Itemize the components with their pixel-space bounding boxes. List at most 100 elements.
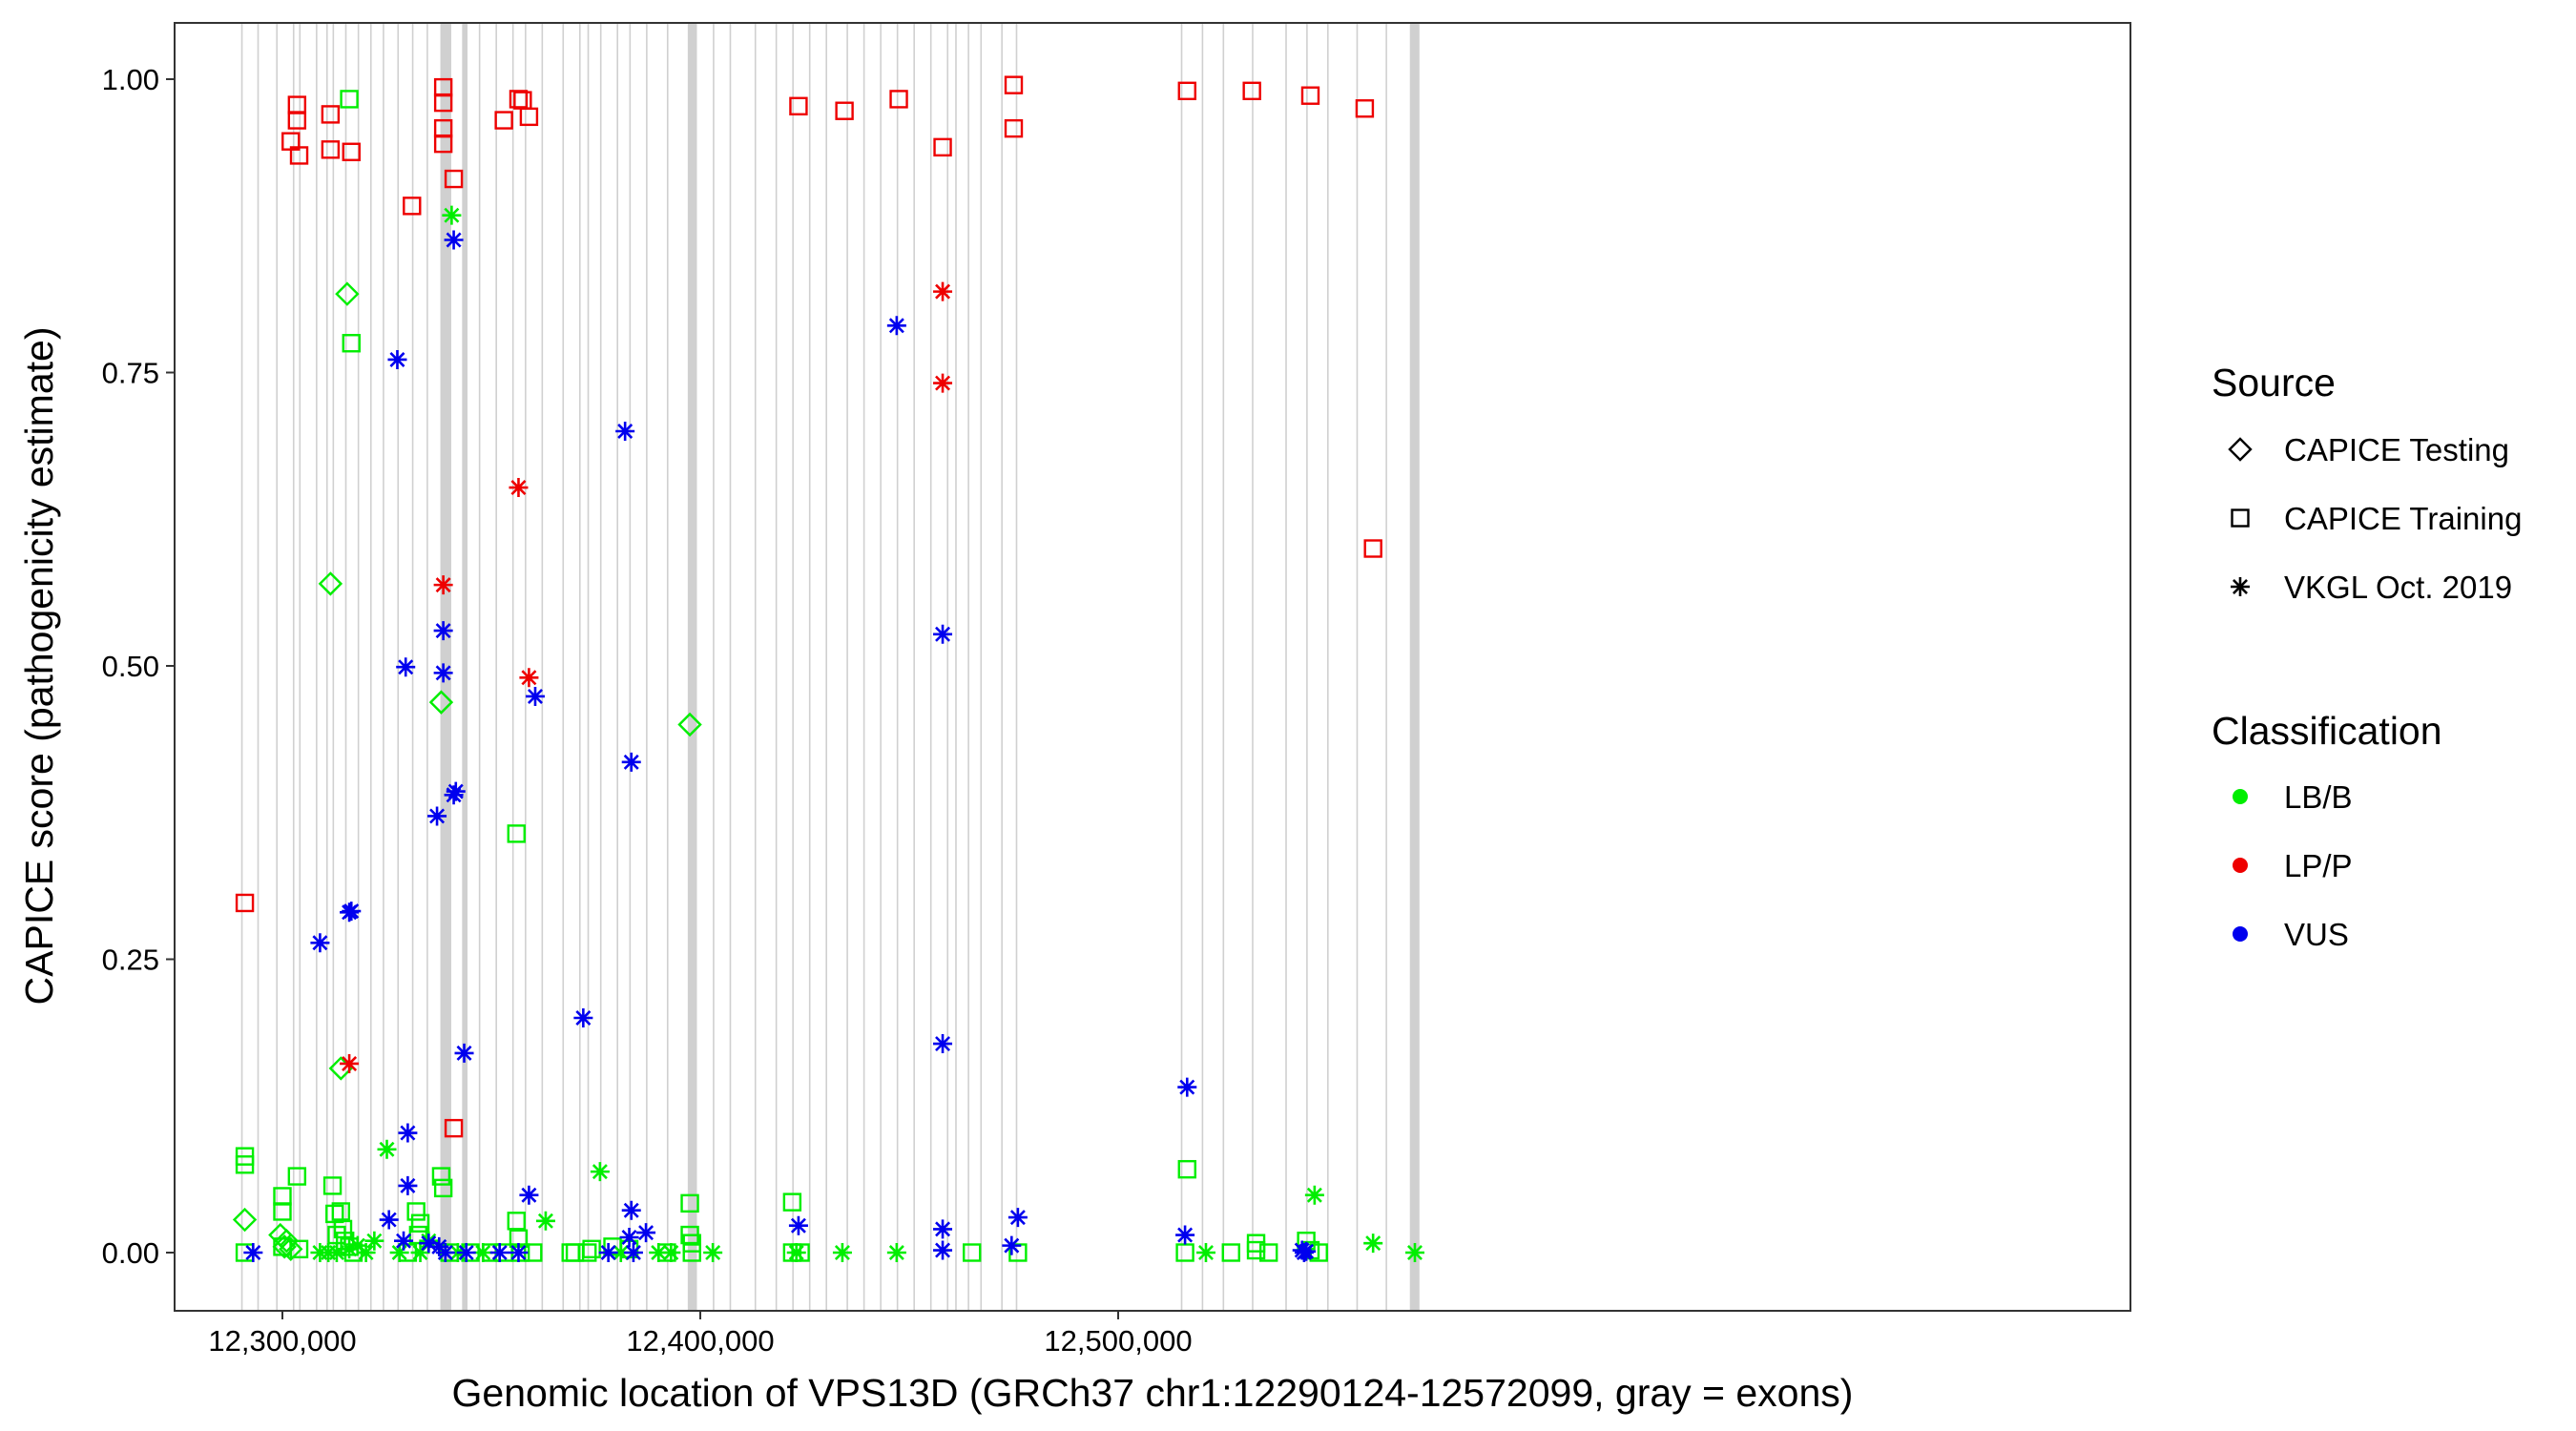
exon-band — [616, 24, 618, 1310]
data-point — [933, 624, 953, 644]
data-point — [611, 1243, 631, 1262]
exon-band — [913, 24, 915, 1310]
data-point — [788, 1215, 808, 1235]
exon-band — [511, 24, 514, 1310]
data-point — [379, 1210, 399, 1230]
exon-band — [955, 24, 957, 1310]
data-point — [963, 1243, 982, 1262]
data-point — [1002, 1235, 1022, 1255]
data-point — [619, 1228, 639, 1248]
exon-band — [775, 24, 778, 1310]
data-point — [886, 1243, 906, 1262]
data-point — [394, 1231, 414, 1251]
legend-source-label: CAPICE Training — [2284, 501, 2522, 536]
exon-band — [462, 24, 468, 1310]
exon-band — [646, 24, 648, 1310]
exon-band — [687, 24, 697, 1310]
x-tick-label: 12,400,000 — [626, 1324, 774, 1358]
exon-band — [825, 24, 827, 1310]
data-point — [507, 824, 526, 843]
data-point — [623, 1243, 643, 1262]
data-point — [649, 1243, 669, 1262]
exon-band — [729, 24, 732, 1310]
data-point — [333, 1219, 353, 1239]
data-point — [431, 1167, 451, 1186]
data-point — [933, 1240, 953, 1260]
data-point — [279, 1236, 303, 1262]
data-point — [525, 686, 545, 706]
data-point — [473, 1243, 493, 1262]
exon-band — [383, 24, 384, 1310]
legend-source: Source CAPICE Testing CAPICE Training VKGL… — [2212, 361, 2522, 605]
data-point — [335, 281, 360, 306]
exon-band — [332, 24, 335, 1310]
data-point — [398, 1123, 418, 1143]
data-point — [598, 1243, 618, 1262]
legend-classification-title: Classification — [2212, 709, 2442, 753]
exon-band — [541, 24, 544, 1310]
exon-band — [1385, 24, 1387, 1310]
data-point — [287, 111, 307, 130]
data-point — [886, 316, 906, 336]
exon-band — [1306, 24, 1308, 1310]
exon-band — [967, 24, 969, 1310]
data-point — [235, 893, 255, 913]
x-axis-label: Genomic location of VPS13D (GRCh37 chr1:… — [452, 1371, 1854, 1415]
exon-band — [578, 24, 581, 1310]
legend-classification: Classification LB/B LP/P VUS — [2212, 709, 2442, 952]
data-point — [342, 142, 361, 161]
data-point — [933, 1034, 953, 1054]
exon-band — [525, 24, 527, 1310]
exon-band — [240, 24, 243, 1310]
data-point — [389, 1243, 409, 1262]
data-point — [1004, 118, 1024, 138]
exon-band — [478, 24, 481, 1310]
data-point — [322, 1176, 343, 1195]
data-point — [621, 1200, 641, 1220]
data-point — [433, 621, 453, 641]
exon-band — [357, 24, 360, 1310]
data-point — [933, 1219, 953, 1239]
data-point — [615, 422, 635, 441]
exon-band — [276, 24, 279, 1310]
exon-band — [316, 24, 318, 1310]
data-point — [1195, 1243, 1215, 1262]
exon-band — [862, 24, 865, 1310]
legend-source-title: Source — [2212, 361, 2336, 404]
data-point — [446, 781, 466, 801]
exon-band — [896, 24, 899, 1310]
data-point — [1246, 1240, 1266, 1260]
data-point — [832, 1243, 852, 1262]
data-point — [782, 1192, 802, 1212]
axes: 0.00 0.25 0.50 0.75 1.00 12,300,000 12,400,000… — [102, 63, 1193, 1358]
exon-band — [599, 24, 602, 1310]
exon-band — [666, 24, 669, 1310]
exon-band — [1222, 24, 1225, 1310]
data-point — [1363, 539, 1382, 558]
data-point — [289, 146, 309, 165]
data-point — [578, 1243, 597, 1262]
legend-class-label: VUS — [2284, 917, 2349, 952]
y-tick-label: 0.25 — [102, 944, 159, 977]
exon-bands — [240, 24, 1420, 1310]
exon-band — [808, 24, 811, 1310]
data-point — [454, 1043, 474, 1063]
exon-band — [946, 24, 949, 1310]
data-point — [933, 137, 952, 157]
data-point — [340, 90, 359, 109]
legend-class-label: LP/P — [2284, 848, 2353, 883]
plot-panel-border — [174, 22, 2131, 1312]
data-point — [1008, 1208, 1028, 1228]
data-point — [287, 1167, 307, 1186]
data-point — [933, 281, 953, 301]
data-point — [1004, 75, 1024, 94]
exon-band — [325, 24, 328, 1310]
data-point — [433, 93, 453, 113]
data-point — [340, 1239, 360, 1259]
legend-source-label: CAPICE Testing — [2284, 432, 2509, 467]
exon-band — [562, 24, 565, 1310]
legend-diamond-icon — [2228, 437, 2253, 462]
data-point — [321, 105, 341, 124]
data-point — [1258, 1243, 1278, 1262]
